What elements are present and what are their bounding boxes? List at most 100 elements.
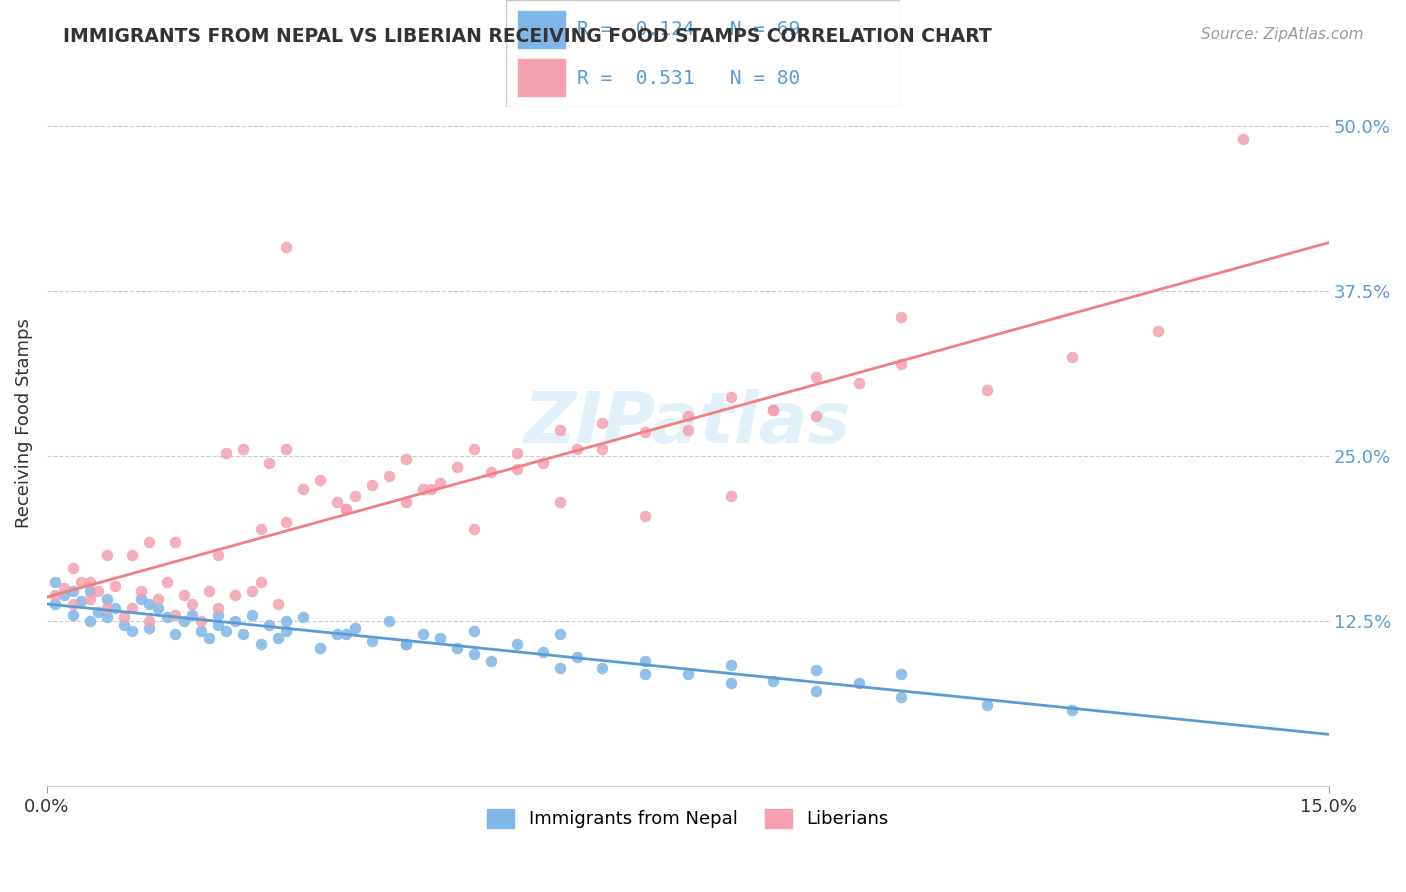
Point: [198, 632, 221, 646]
Point: [129, 583, 152, 598]
Point: [53, 581, 76, 595]
Point: [976, 383, 998, 397]
Text: ZIPatlas: ZIPatlas: [524, 389, 852, 458]
Point: [848, 676, 870, 690]
Point: [276, 615, 298, 629]
Point: [62, 597, 84, 611]
Point: [215, 624, 238, 638]
Point: [173, 615, 195, 629]
Point: [1062, 350, 1084, 364]
Point: [890, 357, 912, 371]
Point: [412, 482, 434, 496]
Point: [121, 548, 143, 562]
Point: [548, 423, 571, 437]
Point: [240, 607, 263, 622]
Point: [155, 574, 177, 589]
Point: [591, 416, 613, 430]
Point: [548, 495, 571, 509]
Point: [335, 627, 357, 641]
Point: [207, 607, 229, 622]
Point: [360, 634, 382, 648]
Point: [257, 618, 280, 632]
Point: [96, 591, 118, 606]
Point: [463, 522, 485, 536]
Point: [395, 495, 418, 509]
Point: [190, 615, 212, 629]
Point: [129, 591, 152, 606]
Point: [591, 442, 613, 457]
Point: [138, 615, 160, 629]
Point: [138, 597, 160, 611]
Point: [165, 607, 187, 622]
Point: [240, 583, 263, 598]
Point: [249, 574, 271, 589]
Point: [531, 645, 554, 659]
Point: [292, 482, 315, 496]
Point: [429, 632, 451, 646]
Point: [112, 618, 135, 632]
Point: [976, 698, 998, 712]
Point: [463, 442, 485, 457]
Point: [634, 425, 657, 440]
Point: [506, 462, 529, 476]
Point: [479, 654, 502, 668]
Point: [848, 376, 870, 391]
Point: [531, 456, 554, 470]
Point: [257, 456, 280, 470]
Point: [121, 624, 143, 638]
Point: [292, 610, 315, 624]
Point: [104, 601, 127, 615]
Point: [138, 535, 160, 549]
Point: [720, 676, 742, 690]
Point: [890, 667, 912, 681]
Point: [412, 627, 434, 641]
Point: [96, 601, 118, 615]
Point: [762, 402, 785, 417]
Point: [548, 660, 571, 674]
Point: [676, 667, 699, 681]
Point: [676, 409, 699, 424]
Y-axis label: Receiving Food Stamps: Receiving Food Stamps: [15, 318, 32, 528]
Point: [326, 495, 349, 509]
Point: [181, 597, 204, 611]
Point: [266, 632, 288, 646]
Point: [463, 648, 485, 662]
Point: [79, 615, 101, 629]
Point: [138, 621, 160, 635]
Point: [335, 502, 357, 516]
Point: [309, 473, 332, 487]
Point: [249, 522, 271, 536]
Point: [79, 591, 101, 606]
Point: [377, 469, 399, 483]
Point: [146, 601, 169, 615]
Point: [326, 627, 349, 641]
Point: [565, 650, 588, 665]
Point: [804, 684, 827, 698]
Point: [395, 637, 418, 651]
Point: [720, 489, 742, 503]
Point: [53, 588, 76, 602]
Point: [62, 583, 84, 598]
Point: [360, 478, 382, 492]
Point: [720, 657, 742, 672]
Point: [395, 637, 418, 651]
Point: [463, 624, 485, 638]
Point: [79, 583, 101, 598]
Point: [266, 597, 288, 611]
Point: [104, 578, 127, 592]
Point: [79, 574, 101, 589]
Point: [70, 594, 93, 608]
Text: Source: ZipAtlas.com: Source: ZipAtlas.com: [1201, 27, 1364, 42]
Point: [506, 637, 529, 651]
Point: [181, 607, 204, 622]
Point: [804, 369, 827, 384]
Point: [565, 442, 588, 457]
Point: [634, 508, 657, 523]
Point: [890, 690, 912, 704]
Point: [173, 588, 195, 602]
Point: [224, 588, 246, 602]
Point: [96, 548, 118, 562]
Point: [276, 624, 298, 638]
Point: [343, 621, 366, 635]
Point: [121, 601, 143, 615]
